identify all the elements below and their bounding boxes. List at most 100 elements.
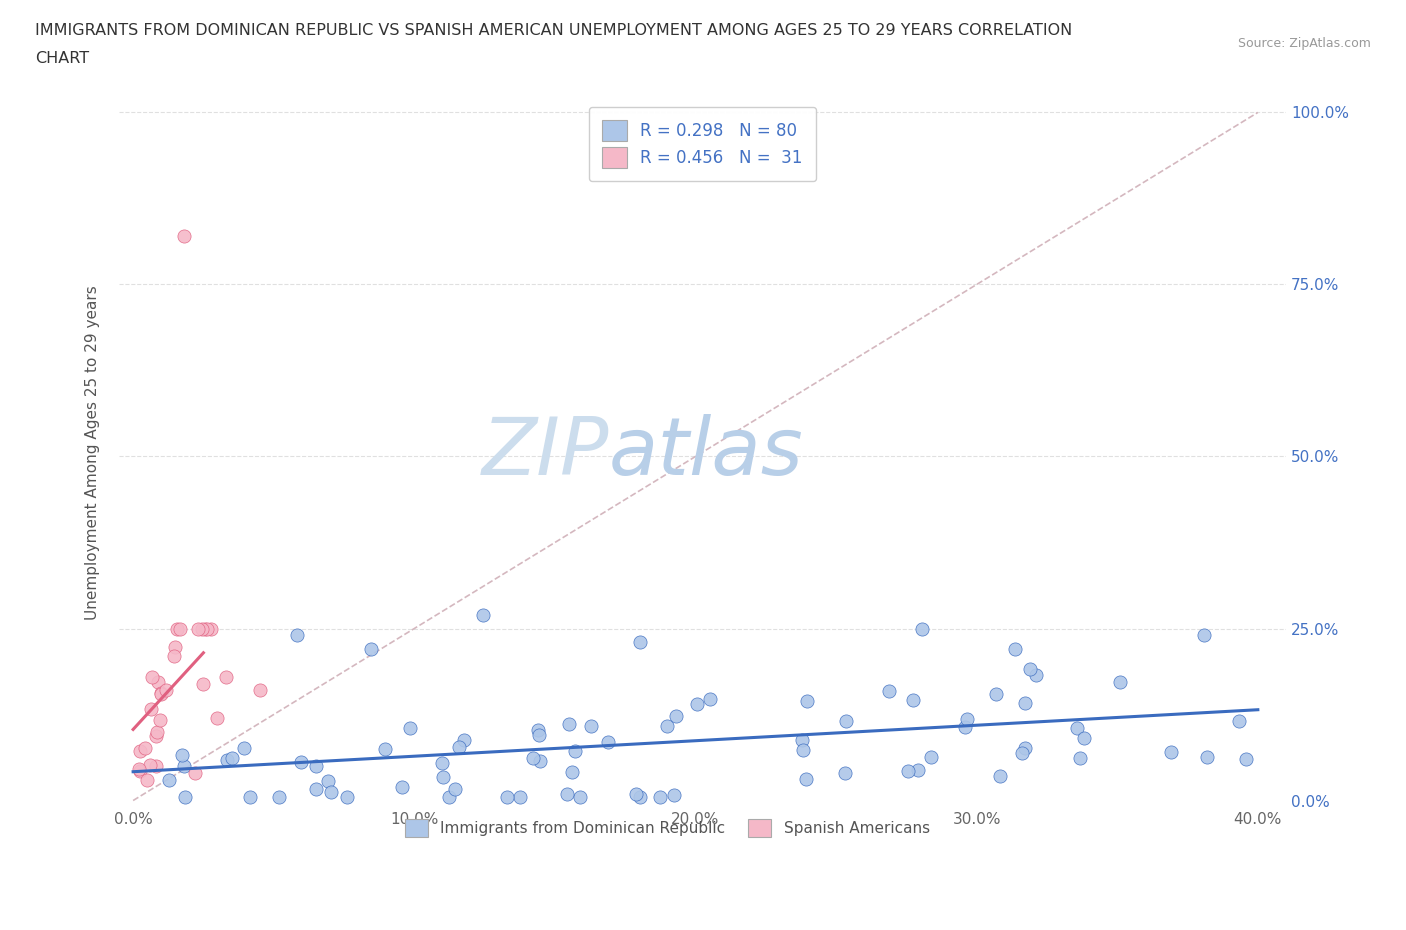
- Point: [1069, 751, 1091, 765]
- Point: [1234, 752, 1257, 767]
- Point: [897, 764, 920, 778]
- Point: [190, 621, 212, 636]
- Point: [699, 691, 721, 706]
- Point: [662, 788, 685, 803]
- Point: [558, 716, 581, 731]
- Point: [145, 729, 167, 744]
- Point: [221, 751, 243, 765]
- Legend: Immigrants from Dominican Republic, Spanish Americans: Immigrants from Dominican Republic, Span…: [394, 806, 942, 849]
- Point: [1109, 674, 1132, 689]
- Point: [911, 621, 934, 636]
- Point: [149, 712, 172, 727]
- Point: [146, 724, 169, 739]
- Point: [173, 790, 195, 804]
- Point: [1018, 662, 1040, 677]
- Point: [374, 741, 396, 756]
- Point: [139, 702, 162, 717]
- Point: [453, 732, 475, 747]
- Point: [496, 790, 519, 804]
- Point: [285, 628, 308, 643]
- Point: [555, 786, 578, 801]
- Point: [173, 229, 195, 244]
- Point: [233, 741, 256, 756]
- Point: [336, 790, 359, 804]
- Point: [794, 772, 817, 787]
- Point: [267, 790, 290, 804]
- Point: [184, 765, 207, 780]
- Point: [834, 714, 856, 729]
- Point: [432, 755, 454, 770]
- Point: [796, 694, 818, 709]
- Point: [193, 676, 215, 691]
- Point: [509, 790, 531, 804]
- Point: [579, 719, 602, 734]
- Point: [1014, 741, 1036, 756]
- Point: [472, 607, 495, 622]
- Point: [628, 635, 651, 650]
- Point: [650, 790, 672, 804]
- Point: [169, 621, 191, 636]
- Point: [319, 784, 342, 799]
- Point: [187, 621, 209, 636]
- Point: [1227, 713, 1250, 728]
- Point: [360, 642, 382, 657]
- Point: [305, 782, 328, 797]
- Point: [134, 741, 156, 756]
- Point: [529, 727, 551, 742]
- Point: [1066, 721, 1088, 736]
- Point: [1011, 746, 1033, 761]
- Point: [138, 758, 160, 773]
- Point: [657, 719, 679, 734]
- Point: [903, 692, 925, 707]
- Y-axis label: Unemployment Among Ages 25 to 29 years: Unemployment Among Ages 25 to 29 years: [86, 286, 100, 620]
- Text: IMMIGRANTS FROM DOMINICAN REPUBLIC VS SPANISH AMERICAN UNEMPLOYMENT AMONG AGES 2: IMMIGRANTS FROM DOMINICAN REPUBLIC VS SP…: [35, 23, 1073, 38]
- Point: [1195, 750, 1218, 764]
- Point: [907, 763, 929, 777]
- Point: [953, 719, 976, 734]
- Point: [200, 621, 222, 636]
- Point: [136, 773, 159, 788]
- Point: [988, 769, 1011, 784]
- Point: [444, 781, 467, 796]
- Point: [628, 790, 651, 804]
- Point: [170, 748, 193, 763]
- Point: [1004, 642, 1026, 657]
- Point: [195, 621, 218, 636]
- Point: [157, 773, 180, 788]
- Point: [398, 721, 420, 736]
- Point: [1073, 730, 1095, 745]
- Point: [439, 790, 461, 804]
- Point: [449, 740, 471, 755]
- Point: [145, 759, 167, 774]
- Text: ZIP: ZIP: [482, 414, 609, 492]
- Point: [249, 683, 271, 698]
- Point: [316, 774, 339, 789]
- Point: [149, 685, 172, 700]
- Point: [1014, 695, 1036, 710]
- Point: [290, 755, 312, 770]
- Point: [305, 758, 328, 773]
- Text: Source: ZipAtlas.com: Source: ZipAtlas.com: [1237, 37, 1371, 50]
- Point: [984, 686, 1007, 701]
- Point: [215, 670, 238, 684]
- Point: [792, 742, 814, 757]
- Point: [194, 621, 217, 636]
- Point: [1160, 744, 1182, 759]
- Point: [149, 687, 172, 702]
- Point: [1025, 667, 1047, 682]
- Point: [432, 769, 454, 784]
- Point: [526, 723, 548, 737]
- Point: [128, 762, 150, 777]
- Point: [522, 751, 544, 765]
- Point: [163, 640, 186, 655]
- Point: [207, 711, 229, 725]
- Point: [877, 684, 900, 698]
- Point: [128, 743, 150, 758]
- Point: [686, 697, 709, 711]
- Point: [141, 670, 163, 684]
- Point: [129, 764, 152, 778]
- Point: [955, 711, 977, 726]
- Point: [834, 765, 856, 780]
- Point: [1194, 628, 1216, 643]
- Point: [239, 790, 262, 804]
